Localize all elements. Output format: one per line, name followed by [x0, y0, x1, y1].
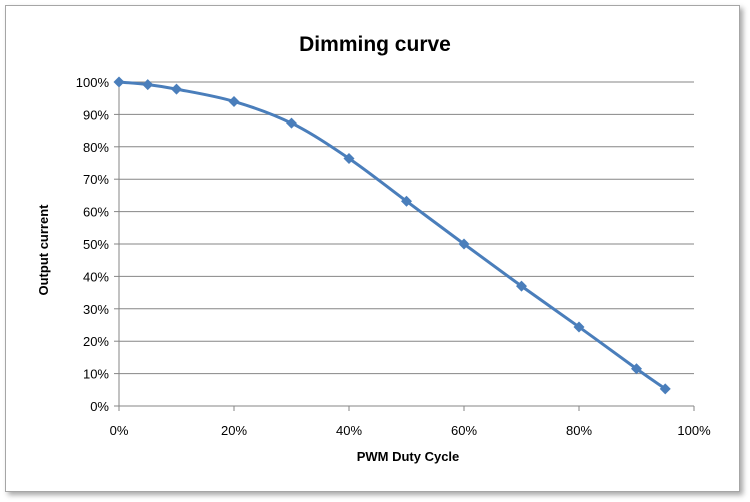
x-tick-label: 100% [677, 423, 711, 438]
data-point-marker [142, 79, 154, 91]
axes [118, 82, 694, 407]
data-point-marker [458, 238, 470, 250]
series-group [113, 76, 671, 395]
y-tick-label: 30% [83, 302, 109, 317]
x-tick-label: 0% [110, 423, 129, 438]
x-tick-label: 20% [221, 423, 247, 438]
y-tick-label: 90% [83, 107, 109, 122]
data-point-marker [113, 76, 125, 88]
data-point-marker [631, 363, 642, 375]
x-tick-label: 60% [451, 423, 477, 438]
chart-frame: Dimming curve 0% 10% 20% 30% 40% 50% 60% 70% 80%… [5, 5, 740, 492]
y-tick-label: 40% [83, 269, 109, 284]
y-tick-label: 80% [83, 140, 109, 155]
y-axis-title: Output current [36, 204, 51, 296]
y-tick-label: 20% [83, 334, 109, 349]
series-line [118, 80, 667, 391]
data-point-marker [401, 195, 412, 207]
y-tick-labels: 0% 10% 20% 30% 40% 50% 60% 70% 80% 90% 100% [76, 75, 110, 414]
y-tick-label: 10% [83, 367, 109, 382]
y-tick-label: 50% [83, 237, 109, 252]
gridlines [114, 81, 695, 411]
data-point-marker [659, 383, 671, 395]
x-tick-label: 80% [566, 423, 592, 438]
x-axis-title: PWM Duty Cycle [357, 449, 460, 464]
x-tick-label: 40% [336, 423, 362, 438]
data-point-marker [516, 280, 527, 292]
x-tick-labels: 0% 20% 40% 60% 80% 100% [110, 423, 711, 438]
data-point-marker [343, 152, 355, 164]
data-point-marker [573, 321, 585, 333]
y-tick-label: 100% [76, 75, 110, 90]
chart-title: Dimming curve [299, 33, 451, 56]
chart: Dimming curve 0% 10% 20% 30% 40% 50% 60% 70% 80%… [36, 33, 711, 464]
y-tick-label: 0% [90, 399, 109, 414]
data-point-marker [286, 117, 297, 129]
y-tick-label: 60% [83, 205, 109, 220]
data-point-marker [228, 95, 240, 107]
data-point-marker [171, 83, 182, 95]
y-tick-label: 70% [83, 172, 109, 187]
